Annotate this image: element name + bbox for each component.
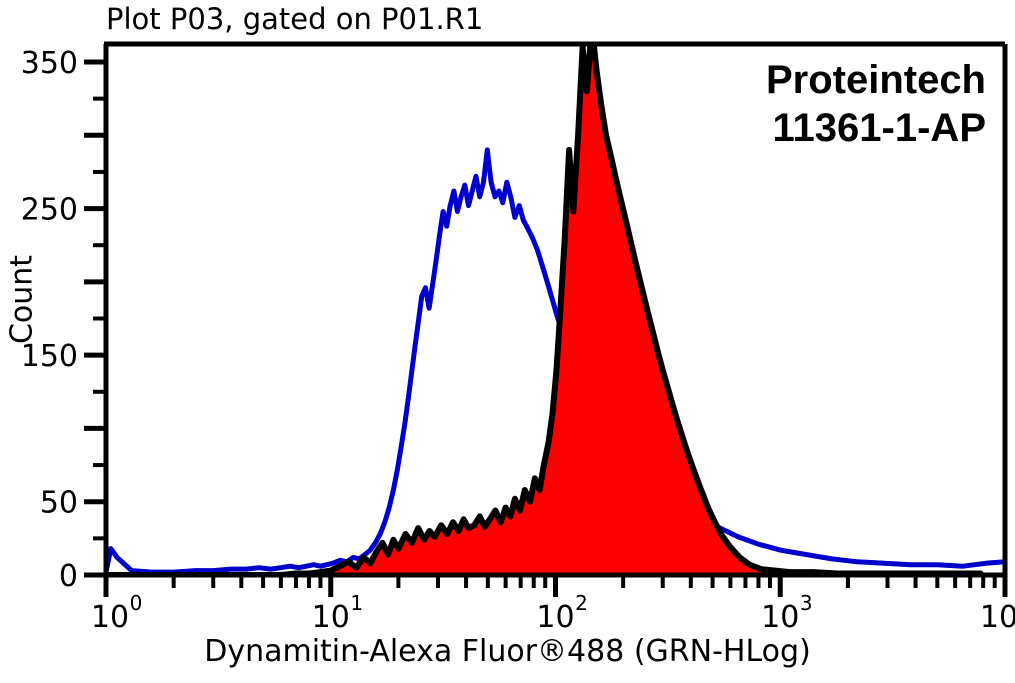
x-axis-tick-label: 10 <box>980 600 1015 635</box>
watermark-catalog: 11361-1-AP <box>772 106 986 150</box>
x-axis-tick-label: 10 <box>312 600 350 635</box>
watermark: Proteintech 11361-1-AP <box>656 56 986 152</box>
x-axis-tick-exponent: 2 <box>575 591 588 615</box>
y-axis-tick-label: 50 <box>40 486 78 521</box>
sample-histogram-outline <box>106 44 984 575</box>
y-axis-label: Count <box>4 254 40 345</box>
y-axis-tick-label: 350 <box>21 46 78 81</box>
y-axis-tick-label: 250 <box>21 193 78 228</box>
y-axis-tick-label: 150 <box>21 339 78 374</box>
watermark-brand: Proteintech <box>765 58 986 102</box>
x-axis-label: Dynamitin-Alexa Fluor®488 (GRN-HLog) <box>204 634 811 669</box>
plot-title: Plot P03, gated on P01.R1 <box>106 2 484 36</box>
x-axis-tick-label: 10 <box>91 600 129 635</box>
x-axis-tick-exponent: 3 <box>800 591 813 615</box>
x-axis-tick-exponent: 1 <box>350 591 363 615</box>
y-axis-tick-label: 0 <box>59 559 78 594</box>
x-axis-tick-label: 10 <box>536 600 574 635</box>
x-axis-tick-exponent: 0 <box>130 591 143 615</box>
x-axis-tick-label: 10 <box>761 600 799 635</box>
